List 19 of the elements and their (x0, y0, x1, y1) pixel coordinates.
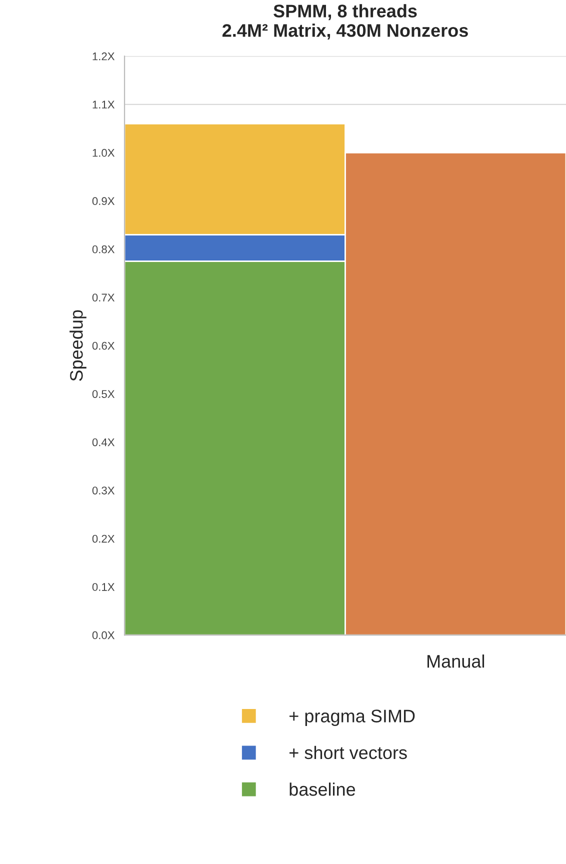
legend-label: + short vectors (289, 746, 407, 760)
y-tick-label: 1.1X (92, 100, 115, 108)
y-tick-label: 0.9X (92, 197, 115, 206)
y-tick-label: 0.0X (92, 631, 115, 640)
y-tick-label: 0.6X (92, 342, 115, 350)
y-tick-label: 0.7X (92, 294, 115, 302)
y-tick-label: 0.2X (92, 534, 115, 543)
y-tick-label: 0.8X (92, 245, 115, 254)
legend-label: baseline (290, 782, 356, 796)
y-tick-label: 1.0X (92, 148, 115, 157)
x-tick-label: Manual (428, 654, 484, 668)
legend-label: + pragma SIMD (289, 710, 415, 726)
y-tick-label: 0.5X (92, 390, 115, 398)
y-tick-label: 0.3X (92, 486, 115, 494)
y-tick-label: 0.4X (92, 438, 115, 446)
y-tick-label: 0.1X (92, 583, 115, 591)
y-tick-label: 1.2X (92, 52, 115, 60)
y-axis-title: Speedup (70, 310, 86, 381)
chart-title: SPMM, 8 threads 2.4M² Matrix, 430M Nonzeros (222, 4, 468, 40)
